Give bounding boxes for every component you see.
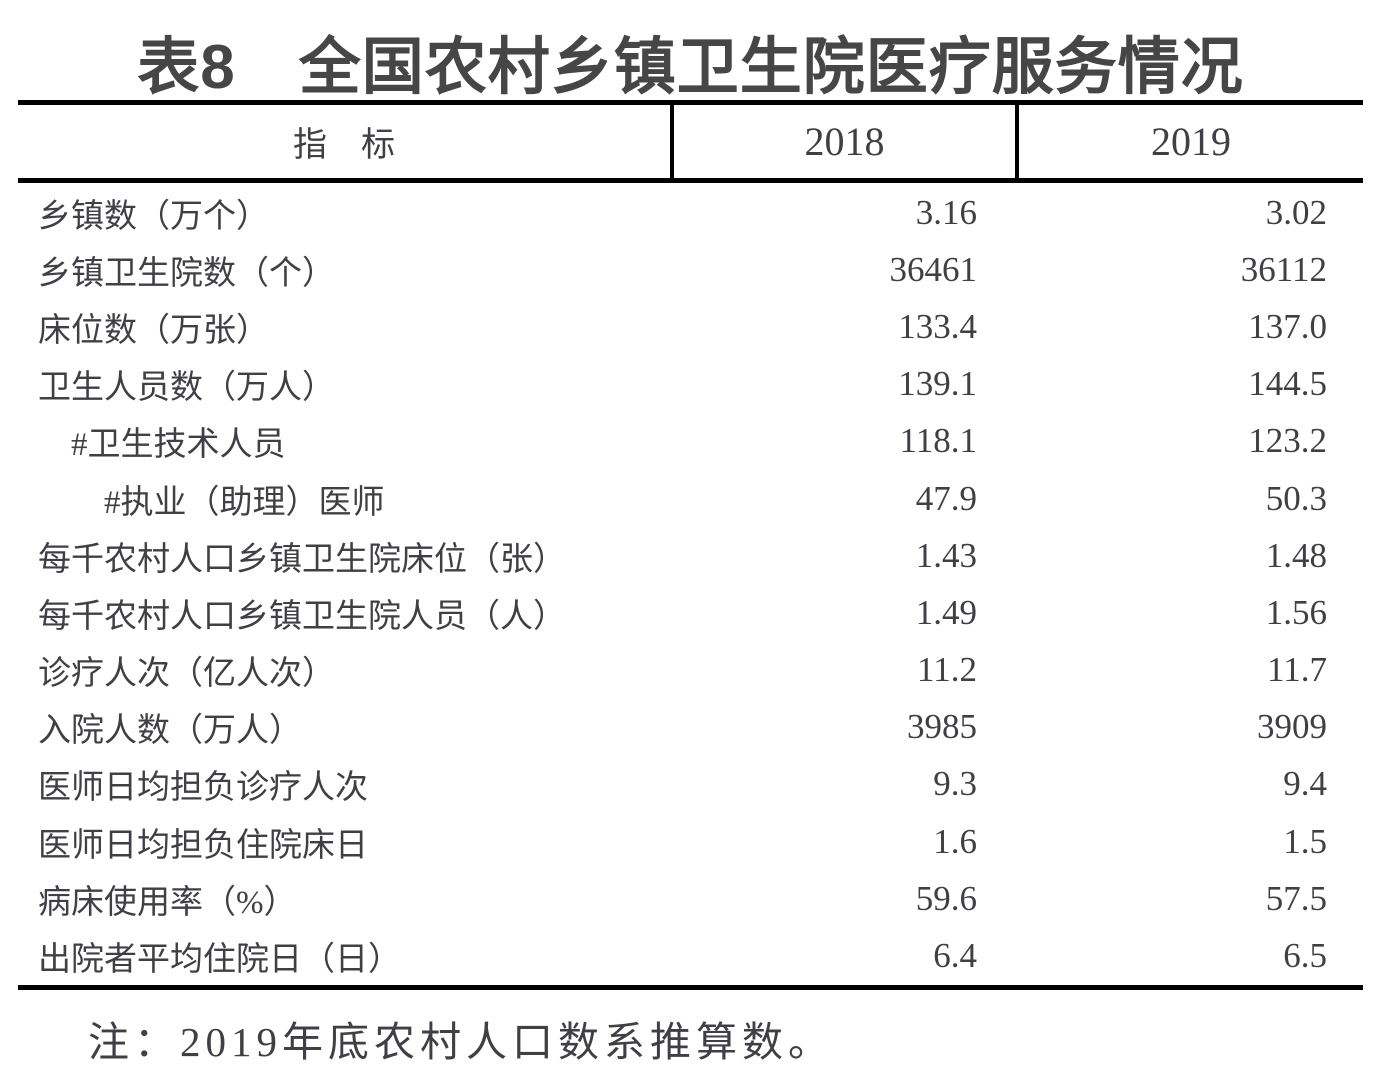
row-value-2019: 1.48	[1265, 535, 1327, 575]
row-value-2019: 50.3	[1265, 478, 1327, 518]
row-value-2018: 11.2	[917, 650, 977, 690]
table-row: 医师日均担负住院床日 1.6 1.5	[18, 813, 1363, 870]
row-label: 医师日均担负诊疗人次	[38, 770, 368, 807]
row-label: 病床使用率（%）	[38, 884, 297, 921]
table-body: 乡镇数（万个） 3.16 3.02 乡镇卫生院数（个） 36461 36112 …	[18, 183, 1363, 985]
row-value-2019: 11.7	[1267, 650, 1327, 690]
row-label: 出院者平均住院日（日）	[38, 942, 401, 979]
row-label: 卫生人员数（万人）	[38, 370, 335, 407]
row-value-2018: 3985	[907, 707, 977, 747]
row-value-2019: 6.5	[1283, 936, 1327, 976]
row-label: 诊疗人次（亿人次）	[38, 656, 335, 693]
row-value-2019: 36112	[1240, 249, 1327, 289]
table-row: 病床使用率（%） 59.6 57.5	[18, 870, 1363, 927]
header-cell-2019: 2019	[1151, 119, 1231, 164]
table-row: 乡镇卫生院数（个） 36461 36112	[18, 241, 1363, 298]
row-label: #执业（助理）医师	[38, 484, 385, 521]
row-value-2018: 9.3	[933, 764, 977, 804]
row-value-2019: 123.2	[1248, 421, 1327, 461]
row-value-2018: 59.6	[915, 878, 977, 918]
table-row: 卫生人员数（万人） 139.1 144.5	[18, 356, 1363, 413]
table-row: 每千农村人口乡镇卫生院床位（张） 1.43 1.48	[18, 527, 1363, 584]
header-cell-indicator: 指 标	[293, 127, 395, 164]
row-label: 床位数（万张）	[38, 312, 269, 349]
row-value-2018: 1.43	[915, 535, 977, 575]
row-label: 每千农村人口乡镇卫生院床位（张）	[38, 541, 566, 578]
row-value-2019: 57.5	[1265, 878, 1327, 918]
table-note: 注：2019年底农村人口数系推算数。	[88, 1019, 834, 1065]
row-value-2019: 137.0	[1248, 306, 1327, 346]
data-table: 指 标 2018 2019 乡镇数（万个） 3.16 3.02 乡镇卫生院数（个…	[18, 100, 1363, 990]
table-row: 入院人数（万人） 3985 3909	[18, 699, 1363, 756]
row-value-2018: 1.49	[915, 592, 977, 632]
row-label: 入院人数（万人）	[38, 713, 302, 750]
row-value-2018: 3.16	[915, 192, 977, 232]
row-label: 医师日均担负住院床日	[38, 827, 368, 864]
row-label: 每千农村人口乡镇卫生院人员（人）	[38, 598, 566, 635]
row-value-2019: 3.02	[1265, 192, 1327, 232]
table-row: #执业（助理）医师 47.9 50.3	[18, 470, 1363, 527]
table-row: 出院者平均住院日（日） 6.4 6.5	[18, 927, 1363, 984]
row-value-2019: 3909	[1257, 707, 1327, 747]
header-cell-2018: 2018	[670, 105, 1019, 178]
row-value-2019: 1.5	[1283, 821, 1327, 861]
row-value-2019: 1.56	[1265, 592, 1327, 632]
row-value-2018: 1.6	[933, 821, 977, 861]
table-row: 每千农村人口乡镇卫生院人员（人） 1.49 1.56	[18, 584, 1363, 641]
table-row: 乡镇数（万个） 3.16 3.02	[18, 184, 1363, 241]
row-value-2018: 118.1	[899, 421, 977, 461]
row-value-2018: 139.1	[898, 364, 977, 404]
table-row: #卫生技术人员 118.1 123.2	[18, 413, 1363, 470]
row-value-2019: 9.4	[1283, 764, 1327, 804]
row-value-2018: 47.9	[915, 478, 977, 518]
row-label: 乡镇卫生院数（个）	[38, 255, 335, 292]
page-title: 表8 全国农村乡镇卫生院医疗服务情况	[137, 33, 1244, 102]
row-value-2018: 133.4	[898, 306, 977, 346]
table-row: 诊疗人次（亿人次） 11.2 11.7	[18, 642, 1363, 699]
table-header-row: 指 标 2018 2019	[18, 105, 1363, 183]
row-value-2019: 144.5	[1248, 364, 1327, 404]
row-value-2018: 6.4	[933, 936, 977, 976]
row-label: #卫生技术人员	[38, 427, 286, 464]
table-row: 床位数（万张） 133.4 137.0	[18, 298, 1363, 355]
table-row: 医师日均担负诊疗人次 9.3 9.4	[18, 756, 1363, 813]
row-label: 乡镇数（万个）	[38, 198, 269, 235]
row-value-2018: 36461	[889, 249, 978, 289]
